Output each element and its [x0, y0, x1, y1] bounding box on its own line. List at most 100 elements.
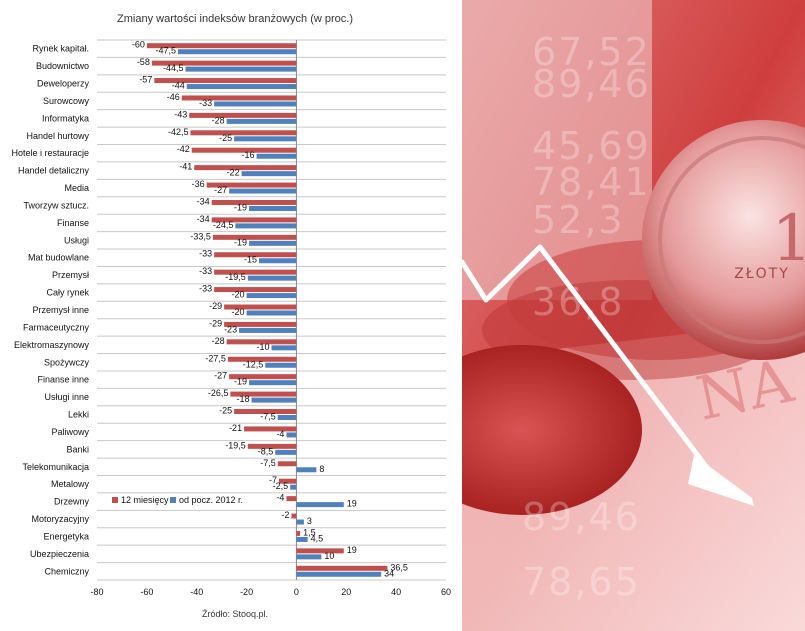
data-label: 19: [347, 499, 357, 509]
data-label: -4: [276, 493, 284, 503]
bar-ytd-2012: [239, 327, 297, 333]
bar-12-months: [230, 391, 297, 397]
coin-text: ZŁOTY: [734, 266, 790, 282]
data-label: -21: [229, 423, 242, 433]
bar-ytd-2012: [286, 432, 297, 438]
data-label: -34: [197, 214, 210, 224]
x-tick-label: 0: [294, 587, 299, 597]
bar-12-months: [244, 426, 297, 432]
category-labels: Rynek kapitał. Budownictwo Deweloperzy Suro…: [11, 44, 89, 577]
bar-12-months: [212, 234, 297, 240]
legend-label: od pocz. 2012 r.: [179, 495, 243, 505]
data-label: -23: [224, 324, 237, 334]
decorative-photo: 1 ZŁOTY NA 67,52 89,46 45,69 78,41 52,3 …: [462, 0, 805, 631]
x-tick-label: -20: [240, 587, 253, 597]
x-tick-label: 20: [341, 587, 351, 597]
data-label: -18: [237, 394, 250, 404]
bar-ytd-2012: [214, 101, 297, 107]
bar-12-months: [227, 356, 297, 362]
category-label: Usługi inne: [44, 392, 89, 402]
data-label: 4,5: [311, 533, 324, 543]
data-label: -28: [212, 336, 225, 346]
bar-12-months: [211, 199, 297, 205]
data-label: -7,5: [260, 412, 276, 422]
x-tick-label: 60: [441, 587, 451, 597]
data-label: 1,5: [303, 527, 316, 537]
category-label: Lekki: [68, 410, 89, 420]
data-label: -33,5: [190, 231, 211, 241]
bar-12-months: [247, 443, 297, 449]
data-label: -7: [269, 475, 277, 485]
bar-series-group: [146, 43, 388, 577]
bar-ytd-2012: [226, 118, 297, 124]
data-label: -10: [256, 342, 269, 352]
bar-ytd-2012: [249, 380, 297, 386]
bar-ytd-2012: [241, 171, 297, 177]
category-label: Przemysł inne: [32, 305, 89, 315]
bar-ytd-2012: [229, 188, 297, 194]
bar-12-months: [286, 496, 297, 502]
bar-ytd-2012: [296, 536, 308, 542]
bar-12-months: [296, 548, 344, 554]
data-label: -44,5: [163, 63, 184, 73]
category-label: Surowcowy: [43, 96, 90, 106]
data-label: -33: [199, 98, 212, 108]
category-label: Deweloperzy: [37, 79, 90, 89]
category-label: Finanse inne: [37, 375, 89, 385]
bar-12-months: [224, 321, 297, 327]
data-label: -29: [209, 318, 222, 328]
chart-panel: Zmiany wartości indeksów branżowych (w p…: [11, 13, 452, 619]
bar-12-months: [151, 60, 297, 66]
category-label: Drzewny: [54, 497, 90, 507]
bar-12-months: [214, 287, 297, 293]
bar-ytd-2012: [290, 484, 297, 490]
data-label: 36,5: [390, 562, 408, 572]
red-coin-icon: [462, 345, 642, 515]
data-label: -25: [219, 406, 232, 416]
bar-ytd-2012: [246, 310, 297, 316]
bar-12-months: [291, 513, 297, 519]
data-label: -44: [172, 81, 185, 91]
data-label: -33: [199, 266, 212, 276]
category-label: Finanse: [57, 218, 89, 228]
bar-12-months: [296, 565, 388, 571]
ghost-number: 36,8: [532, 280, 625, 324]
data-label: -41: [179, 162, 192, 172]
data-label: -19: [234, 237, 247, 247]
bar-ytd-2012: [251, 397, 297, 403]
bar-12-months: [229, 374, 297, 380]
data-label: -42: [177, 144, 190, 154]
data-label: -36: [192, 179, 205, 189]
bar-12-months: [206, 182, 297, 188]
bar-12-months: [191, 147, 297, 153]
bar-ytd-2012: [296, 519, 304, 525]
data-label: -27: [214, 185, 227, 195]
data-label: -24,5: [213, 220, 234, 230]
ghost-number: 89,46: [522, 495, 641, 539]
data-label: -34: [197, 196, 210, 206]
category-label: Spożywczy: [44, 357, 90, 367]
category-label: Mat budowlane: [28, 253, 89, 263]
category-label: Banki: [66, 444, 89, 454]
zloty-coin-icon: [642, 120, 805, 360]
bar-12-months: [234, 409, 297, 415]
x-tick-label: -40: [190, 587, 203, 597]
x-tick-label: -80: [90, 587, 103, 597]
category-label: Rynek kapitał.: [32, 44, 89, 54]
bar-ytd-2012: [256, 153, 297, 159]
bar-12-months: [278, 478, 297, 484]
bar-ytd-2012: [296, 554, 322, 560]
bar-ytd-2012: [259, 258, 297, 264]
data-label: 8: [319, 464, 324, 474]
category-label: Budownictwo: [36, 61, 89, 71]
legend-swatch-ytd-2012: [170, 497, 176, 503]
data-labels: -60-47,5-58-44,5-57-44-46-33-43-28-42,5-…: [132, 40, 408, 579]
data-label: -19,5: [225, 440, 246, 450]
category-label: Telekomunikacja: [22, 462, 89, 472]
data-label: -28: [212, 115, 225, 125]
x-tick-label: 40: [391, 587, 401, 597]
bar-ytd-2012: [296, 467, 317, 473]
data-label: -42,5: [168, 127, 189, 137]
bar-ytd-2012: [249, 205, 297, 211]
data-label: -33: [199, 249, 212, 259]
